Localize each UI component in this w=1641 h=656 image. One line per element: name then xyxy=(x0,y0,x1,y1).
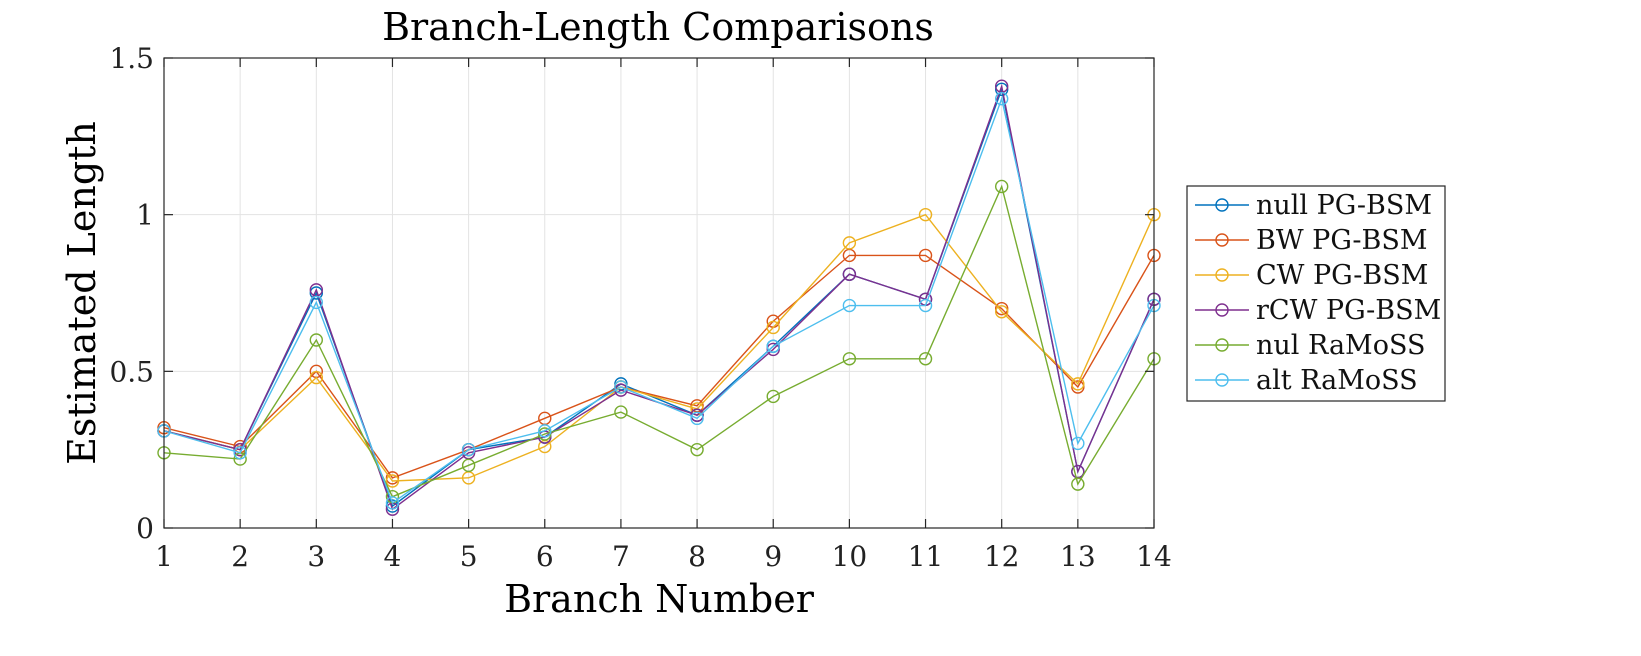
data-point xyxy=(842,352,857,366)
x-tick-label: 13 xyxy=(1060,540,1096,573)
grid-lines xyxy=(163,57,1155,529)
legend-marker-swatch xyxy=(1215,233,1229,247)
chart-title: Branch-Length Comparisons xyxy=(382,5,934,49)
legend-marker-swatch xyxy=(1215,268,1229,282)
data-point xyxy=(385,474,400,488)
data-point xyxy=(994,301,1009,316)
data-point xyxy=(461,458,476,473)
legend-marker-swatch xyxy=(1215,338,1229,352)
data-point xyxy=(309,286,324,300)
data-point xyxy=(538,427,552,441)
x-tick-label: 14 xyxy=(1136,540,1172,573)
y-tick-label: 1 xyxy=(136,199,154,232)
data-point xyxy=(1071,436,1085,451)
y-tick-label: 1.5 xyxy=(109,42,154,75)
data-point xyxy=(766,339,780,353)
data-point xyxy=(538,424,552,438)
data-point xyxy=(766,320,780,335)
data-point xyxy=(1071,377,1085,391)
data-point xyxy=(766,389,780,404)
data-point xyxy=(385,499,400,513)
series-bw-pg-bsm xyxy=(157,248,1161,485)
legend: null PG-BSM BW PG-BSM CW PG-BSM rCW PG-BSM n… xyxy=(1186,185,1446,402)
series-null-pg-bsm xyxy=(157,82,1161,513)
data-point xyxy=(233,446,247,460)
legend-marker-swatch xyxy=(1215,198,1229,212)
series-nul-ramoss xyxy=(157,179,1161,504)
data-point xyxy=(1071,380,1085,394)
series-line xyxy=(163,96,1155,505)
data-point xyxy=(842,236,857,250)
legend-entry-label: rCW PG-BSM xyxy=(1256,295,1441,326)
data-point xyxy=(614,380,628,394)
x-axis-label: Branch Number xyxy=(504,577,815,621)
data-point xyxy=(309,370,324,385)
legend-entry-label: CW PG-BSM xyxy=(1256,260,1428,291)
data-point xyxy=(690,442,704,457)
series-line xyxy=(163,213,1155,482)
series-line xyxy=(163,254,1155,479)
x-tick-label: 9 xyxy=(764,540,782,573)
x-tick-label: 2 xyxy=(231,540,249,573)
y-axis-label: Estimated Length xyxy=(60,121,104,465)
data-point xyxy=(994,82,1009,97)
x-tick-label: 6 xyxy=(536,540,554,573)
x-tick-label: 11 xyxy=(908,540,944,573)
data-point xyxy=(766,342,780,357)
data-point xyxy=(918,248,933,263)
x-tick-label: 5 xyxy=(460,540,478,573)
legend-entry-label: nul RaMoSS xyxy=(1256,330,1425,361)
y-tick-label: 0.5 xyxy=(109,355,154,388)
data-point xyxy=(385,496,400,510)
x-tick-label: 3 xyxy=(307,540,325,573)
data-point xyxy=(309,333,324,347)
x-tick-label: 8 xyxy=(688,540,706,573)
legend-frame xyxy=(1186,185,1446,402)
series-rcw-pg-bsm xyxy=(157,79,1161,516)
data-point xyxy=(994,92,1009,106)
data-point xyxy=(385,471,400,485)
x-tick-label: 1 xyxy=(155,540,173,573)
data-point xyxy=(309,295,324,310)
data-point xyxy=(918,207,933,222)
legend-entry-label: alt RaMoSS xyxy=(1256,365,1418,396)
plot-area-frame xyxy=(163,57,1155,529)
data-point xyxy=(461,442,476,457)
series-cw-pg-bsm xyxy=(157,207,1161,488)
data-point xyxy=(918,352,933,366)
legend-marker-swatch xyxy=(1215,373,1229,387)
data-point xyxy=(842,267,857,281)
data-point xyxy=(1071,477,1085,491)
x-tick-label: 12 xyxy=(984,540,1020,573)
data-point xyxy=(994,305,1009,319)
x-tick-label: 7 xyxy=(612,540,630,573)
data-point xyxy=(690,411,704,426)
data-point xyxy=(994,179,1009,194)
series-layer xyxy=(157,79,1161,516)
legend-entry-label: BW PG-BSM xyxy=(1256,225,1428,256)
legend-entry-label: null PG-BSM xyxy=(1256,190,1432,221)
legend-marker-swatch xyxy=(1215,303,1229,317)
data-point xyxy=(918,298,933,313)
y-tick-label: 0 xyxy=(136,512,154,545)
x-tick-label: 10 xyxy=(832,540,868,573)
series-line xyxy=(163,184,1155,498)
data-point xyxy=(614,405,628,419)
x-tick-label: 4 xyxy=(384,540,402,573)
series-alt-ramoss xyxy=(157,92,1161,510)
data-point xyxy=(842,298,857,313)
